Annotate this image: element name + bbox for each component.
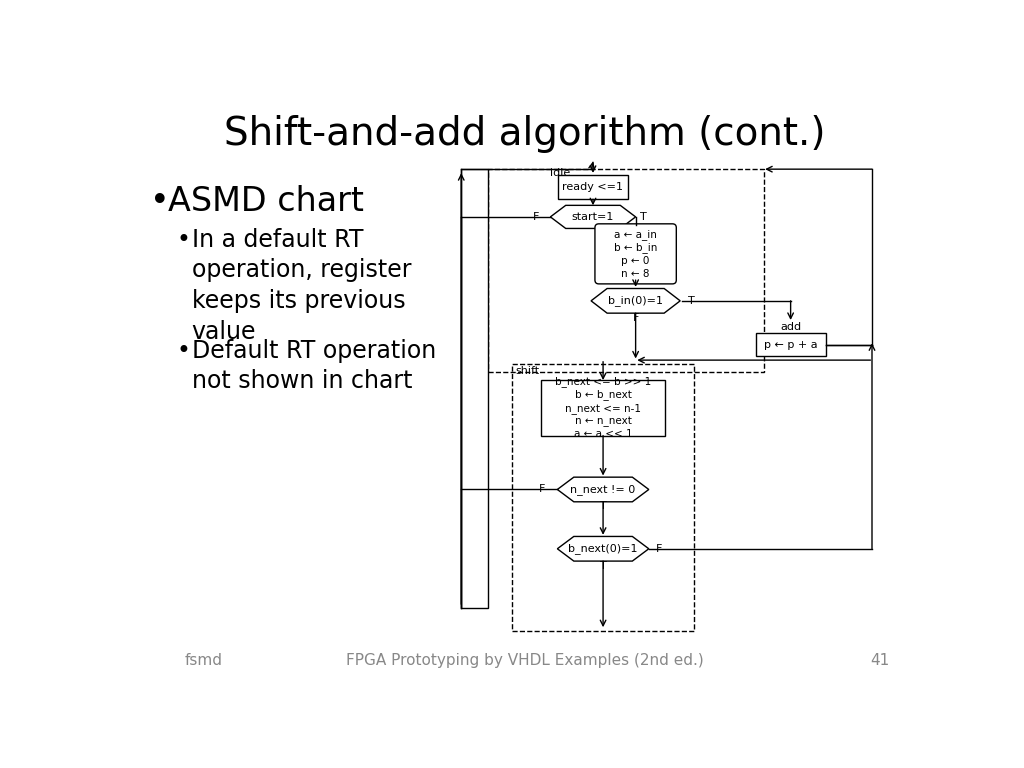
Text: b_in(0)=1: b_in(0)=1	[608, 296, 664, 306]
FancyBboxPatch shape	[595, 223, 676, 284]
Text: Default RT operation
not shown in chart: Default RT operation not shown in chart	[191, 339, 436, 393]
Text: n_next != 0: n_next != 0	[570, 484, 636, 495]
Polygon shape	[591, 289, 680, 313]
Text: In a default RT
operation, register
keeps its previous
value: In a default RT operation, register keep…	[191, 227, 411, 343]
FancyBboxPatch shape	[756, 333, 825, 356]
Text: F: F	[539, 485, 545, 495]
Text: T: T	[640, 212, 647, 222]
FancyBboxPatch shape	[461, 169, 488, 608]
Text: Shift-and-add algorithm (cont.): Shift-and-add algorithm (cont.)	[224, 115, 825, 154]
Text: T: T	[687, 296, 694, 306]
Text: •: •	[150, 184, 169, 217]
Text: FPGA Prototyping by VHDL Examples (2nd ed.): FPGA Prototyping by VHDL Examples (2nd e…	[346, 653, 703, 668]
Polygon shape	[550, 205, 636, 228]
Text: 41: 41	[870, 653, 890, 668]
Text: •: •	[176, 227, 189, 252]
Text: F: F	[633, 313, 639, 323]
Polygon shape	[557, 477, 649, 502]
Text: b_next(0)=1: b_next(0)=1	[568, 543, 638, 554]
Text: ASMD chart: ASMD chart	[168, 184, 365, 217]
Text: idle: idle	[550, 168, 570, 178]
FancyBboxPatch shape	[541, 380, 665, 435]
Text: shift: shift	[515, 366, 540, 376]
Text: p ← p + a: p ← p + a	[764, 339, 817, 349]
Text: add: add	[780, 322, 801, 332]
Text: fsmd: fsmd	[184, 653, 222, 668]
Text: •: •	[176, 339, 189, 362]
Polygon shape	[557, 537, 649, 561]
Text: b_next <= b >> 1
b ← b_next
n_next <= n-1
n ← n_next
a ← a << 1: b_next <= b >> 1 b ← b_next n_next <= n-…	[555, 376, 651, 439]
Text: start=1: start=1	[571, 212, 614, 222]
Text: T: T	[600, 502, 606, 511]
FancyBboxPatch shape	[558, 174, 628, 199]
Text: F: F	[655, 544, 663, 554]
Text: a ← a_in
b ← b_in
p ← 0
n ← 8: a ← a_in b ← b_in p ← 0 n ← 8	[614, 229, 657, 279]
Text: ready <=1: ready <=1	[562, 182, 624, 192]
Text: F: F	[534, 212, 540, 222]
Text: T: T	[600, 561, 606, 571]
